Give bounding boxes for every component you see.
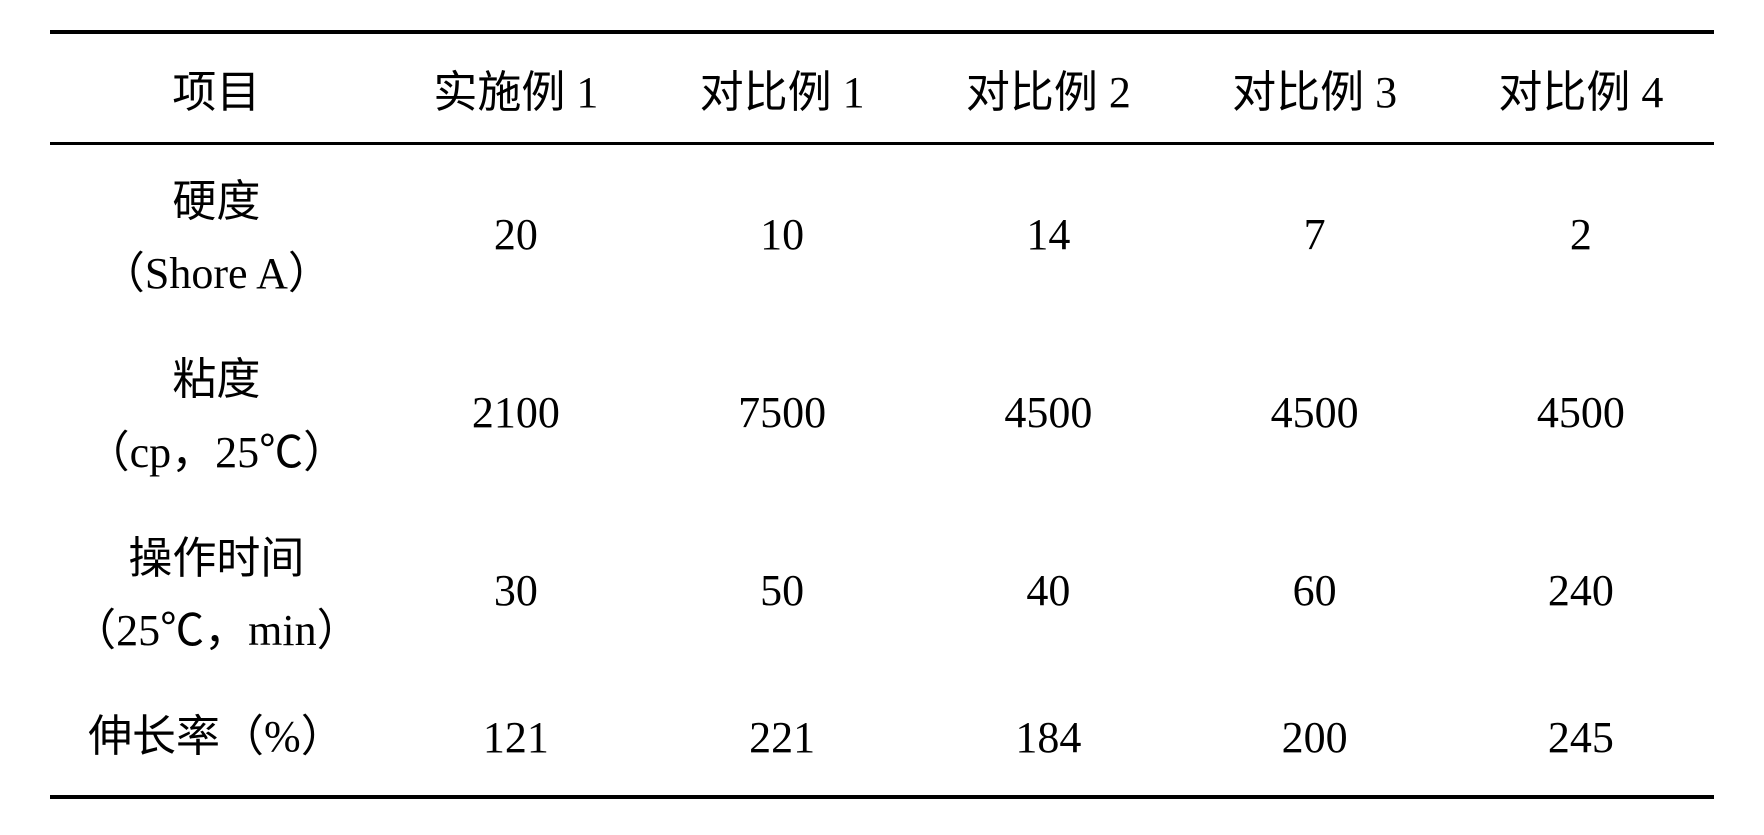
table-row: 硬度 （Shore A） 20 10 14 7 2 [50, 144, 1714, 324]
cell: 221 [649, 680, 915, 796]
col-header-0: 项目 [50, 32, 383, 144]
cell: 245 [1448, 680, 1714, 796]
col-header-5: 对比例 4 [1448, 32, 1714, 144]
cell: 4500 [915, 323, 1181, 501]
cell: 60 [1182, 502, 1448, 680]
cell: 40 [915, 502, 1181, 680]
row-label-sub: （cp，25℃） [60, 416, 373, 480]
header-row: 项目 实施例 1 对比例 1 对比例 2 对比例 3 对比例 4 [50, 32, 1714, 144]
cell: 2 [1448, 144, 1714, 324]
cell: 4500 [1448, 323, 1714, 501]
col-header-3: 对比例 2 [915, 32, 1181, 144]
cell: 240 [1448, 502, 1714, 680]
col-header-2: 对比例 1 [649, 32, 915, 144]
row-label: 伸长率（%） [50, 680, 383, 796]
cell: 20 [383, 144, 649, 324]
row-label: 硬度 （Shore A） [50, 144, 383, 324]
row-label-main: 粘度 [172, 355, 260, 404]
row-label-main: 操作时间 [128, 534, 304, 583]
col-header-4: 对比例 3 [1182, 32, 1448, 144]
cell: 30 [383, 502, 649, 680]
table-header: 项目 实施例 1 对比例 1 对比例 2 对比例 3 对比例 4 [50, 32, 1714, 144]
col-header-1: 实施例 1 [383, 32, 649, 144]
cell: 50 [649, 502, 915, 680]
cell: 7 [1182, 144, 1448, 324]
cell: 2100 [383, 323, 649, 501]
table-row: 操作时间 （25℃，min） 30 50 40 60 240 [50, 502, 1714, 680]
row-label-sub: （25℃，min） [60, 594, 373, 658]
data-table: 项目 实施例 1 对比例 1 对比例 2 对比例 3 对比例 4 硬度 （Sho… [50, 30, 1714, 799]
cell: 4500 [1182, 323, 1448, 501]
row-label: 粘度 （cp，25℃） [50, 323, 383, 501]
row-label-main: 伸长率（%） [88, 712, 345, 761]
cell: 121 [383, 680, 649, 796]
cell: 14 [915, 144, 1181, 324]
row-label-sub: （Shore A） [60, 237, 373, 301]
table-row: 伸长率（%） 121 221 184 200 245 [50, 680, 1714, 796]
cell: 7500 [649, 323, 915, 501]
table-body: 硬度 （Shore A） 20 10 14 7 2 粘度 （cp，25℃） 21… [50, 144, 1714, 797]
cell: 184 [915, 680, 1181, 796]
row-label-main: 硬度 [172, 177, 260, 226]
table-row: 粘度 （cp，25℃） 2100 7500 4500 4500 4500 [50, 323, 1714, 501]
cell: 200 [1182, 680, 1448, 796]
cell: 10 [649, 144, 915, 324]
row-label: 操作时间 （25℃，min） [50, 502, 383, 680]
